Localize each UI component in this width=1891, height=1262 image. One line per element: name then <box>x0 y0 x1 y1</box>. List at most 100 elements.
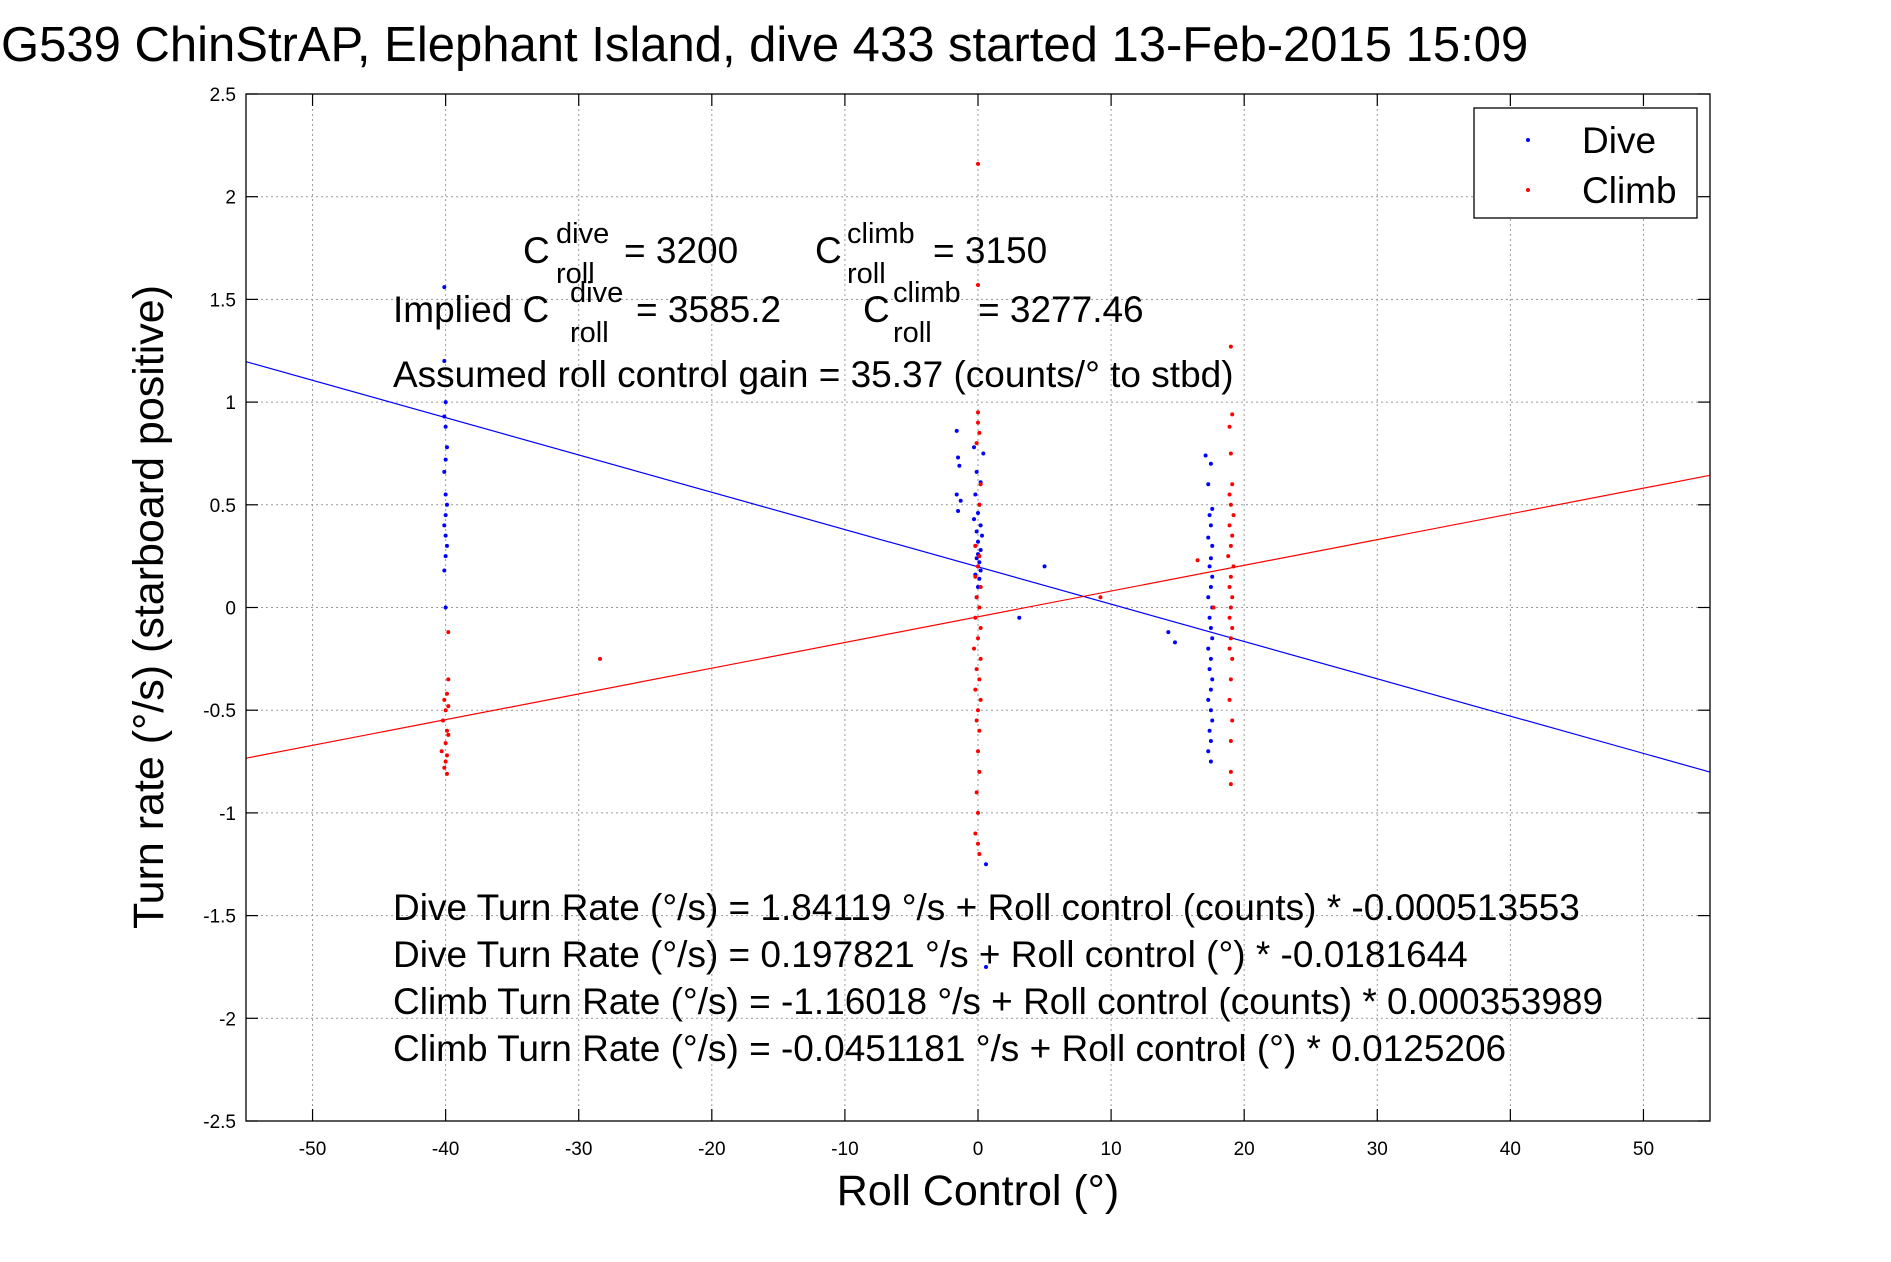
point-dive <box>1208 584 1213 589</box>
point-dive <box>1210 506 1215 511</box>
c-roll-annotations: C dive roll = 3200 C climb roll = 3150 I… <box>393 218 1234 395</box>
x-tick-label: 50 <box>1633 1139 1654 1160</box>
point-climb <box>1227 615 1232 620</box>
c-climb-sub: roll <box>847 258 886 290</box>
legend-box <box>1473 107 1698 219</box>
point-climb <box>976 841 980 846</box>
legend-label-dive: Dive <box>1582 120 1656 161</box>
point-dive <box>1203 453 1208 458</box>
point-climb <box>1228 543 1233 548</box>
point-dive <box>443 492 448 497</box>
point-climb <box>974 441 979 446</box>
point-climb <box>1230 533 1235 538</box>
implied-prefix: Implied C <box>393 289 549 330</box>
point-climb <box>1230 626 1235 631</box>
point-dive <box>977 576 982 581</box>
c-climb-value: = 3150 <box>933 230 1047 271</box>
equation-dive-degrees: Dive Turn Rate (°/s) = 0.197821 °/s + Ro… <box>393 934 1468 975</box>
point-climb <box>976 420 980 425</box>
point-climb <box>1227 697 1232 702</box>
point-dive <box>974 529 979 534</box>
point-climb <box>1227 523 1232 528</box>
y-tick-label: -0.5 <box>203 701 236 722</box>
x-tick-label: -40 <box>432 1139 459 1160</box>
point-dive <box>1207 513 1212 518</box>
point-climb <box>444 771 449 776</box>
point-climb <box>443 759 448 764</box>
point-climb <box>444 753 449 758</box>
point-climb <box>598 656 603 661</box>
point-climb <box>1211 605 1216 610</box>
point-dive <box>954 492 959 497</box>
point-dive <box>1207 564 1212 569</box>
chart-title: G539 ChinStrAP, Elephant Island, dive 43… <box>1 18 1528 72</box>
point-climb <box>443 708 448 713</box>
point-dive <box>958 498 963 503</box>
data-points <box>439 161 1236 969</box>
y-tick-label: 1 <box>225 393 236 414</box>
equation-dive-counts: Dive Turn Rate (°/s) = 1.84119 °/s + Rol… <box>393 887 1580 928</box>
point-climb <box>973 543 978 548</box>
point-climb <box>444 691 449 696</box>
point-climb <box>1195 558 1200 563</box>
point-climb <box>1226 554 1231 559</box>
point-dive <box>1208 687 1213 692</box>
point-dive <box>974 469 979 474</box>
x-tick-label: 10 <box>1101 1139 1122 1160</box>
point-climb <box>446 704 451 709</box>
x-tick-label: -30 <box>565 1139 592 1160</box>
point-climb <box>1228 574 1233 579</box>
point-dive <box>1210 543 1215 548</box>
point-climb <box>1230 595 1235 600</box>
point-dive <box>956 455 961 460</box>
point-dive <box>442 285 447 290</box>
point-dive <box>983 862 988 867</box>
point-dive <box>978 547 983 552</box>
point-climb <box>1228 636 1233 641</box>
point-dive <box>1210 718 1215 723</box>
fit-line-climb <box>245 474 1711 759</box>
point-dive <box>443 457 448 462</box>
point-dive <box>444 502 449 507</box>
point-dive <box>1206 595 1211 600</box>
legend: Dive Climb <box>1473 107 1698 219</box>
point-climb <box>976 636 980 641</box>
point-dive <box>1208 556 1213 561</box>
point-climb <box>976 749 980 754</box>
point-dive <box>442 469 447 474</box>
point-dive <box>1208 626 1213 631</box>
y-tick-label: -1 <box>219 804 236 825</box>
point-climb <box>442 765 447 770</box>
y-tick-label: -1.5 <box>203 907 236 928</box>
x-tick-label: 0 <box>973 1139 984 1160</box>
point-climb <box>973 687 978 692</box>
x-axis-label: Roll Control (°) <box>837 1167 1119 1215</box>
point-dive <box>442 523 447 528</box>
y-tick-label: -2.5 <box>203 1112 236 1133</box>
implied-climb-base: C <box>863 289 890 330</box>
x-tick-label: -50 <box>299 1139 326 1160</box>
point-dive <box>443 554 448 559</box>
point-dive <box>972 445 977 450</box>
point-climb <box>1227 646 1232 651</box>
point-dive <box>956 508 961 513</box>
point-dive <box>957 463 962 468</box>
point-dive <box>444 445 449 450</box>
point-climb <box>976 810 980 815</box>
x-tick-label: 40 <box>1500 1139 1521 1160</box>
point-climb <box>977 728 982 733</box>
point-dive <box>1208 656 1213 661</box>
point-dive <box>1210 636 1215 641</box>
point-dive <box>1208 523 1213 528</box>
point-climb <box>1228 502 1233 507</box>
implied-climb-sup: climb <box>893 277 961 309</box>
point-dive <box>972 517 977 522</box>
legend-label-climb: Climb <box>1582 170 1677 211</box>
y-tick-label: 1.5 <box>210 290 236 311</box>
point-dive <box>1042 564 1047 569</box>
point-climb <box>973 615 978 620</box>
legend-marker-dive <box>1526 138 1530 142</box>
point-climb <box>977 605 982 610</box>
point-climb <box>439 749 444 754</box>
